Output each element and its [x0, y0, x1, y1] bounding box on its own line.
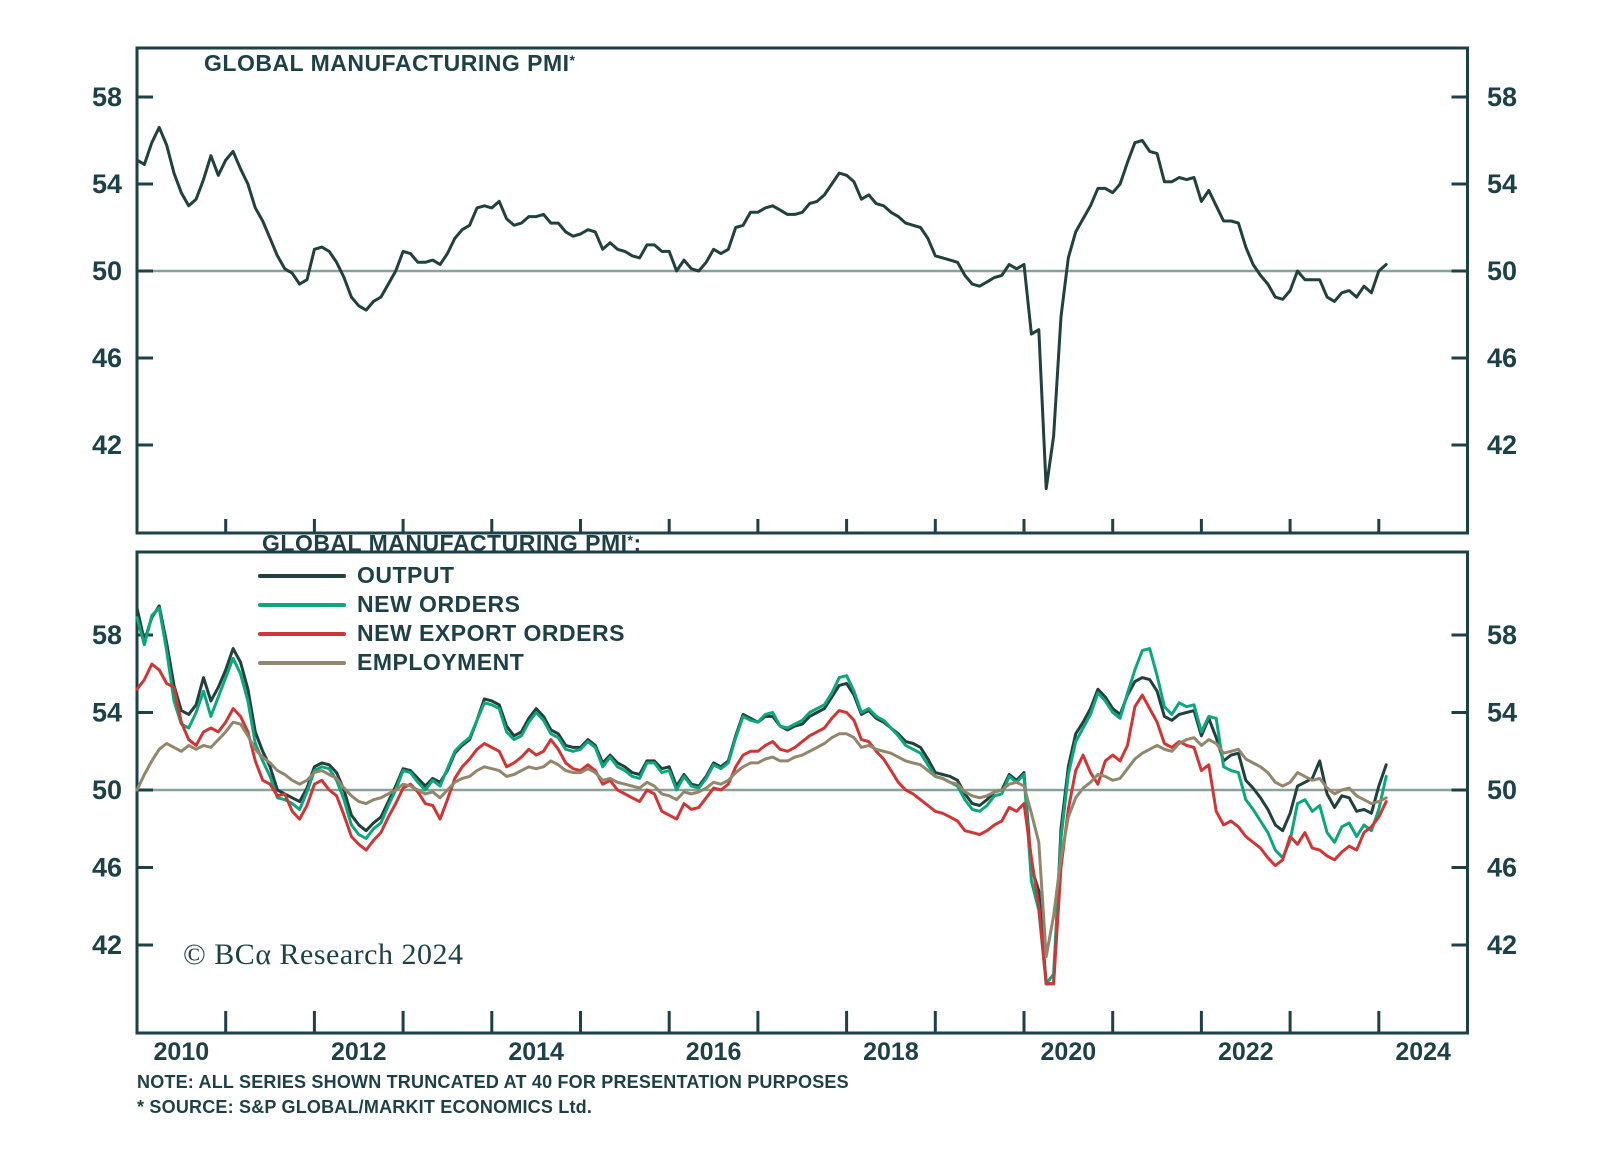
y-tick-label-left: 50	[92, 775, 122, 805]
x-axis-year-label: 2020	[1041, 1038, 1097, 1066]
x-axis-year-label: 2022	[1218, 1038, 1274, 1066]
top-panel-title: GLOBAL MANUFACTURING PMI*	[204, 50, 575, 77]
y-tick-label-left: 50	[92, 256, 122, 286]
series-line-new-orders	[135, 606, 1388, 986]
output-line-swatch	[258, 573, 346, 578]
legend-label-new-export-orders: NEW EXPORT ORDERS	[357, 620, 625, 646]
x-axis-year-label: 2012	[331, 1038, 387, 1066]
x-axis-year-label: 2014	[508, 1038, 564, 1066]
bca-research-copyright: © BCα Research 2024	[183, 938, 464, 971]
legend-title: GLOBAL MANUFACTURING PMI*:	[262, 530, 642, 557]
y-tick-label-left: 58	[92, 82, 122, 112]
legend-label-output: OUTPUT	[357, 562, 455, 588]
source-note: * SOURCE: S&P GLOBAL/MARKIT ECONOMICS Lt…	[137, 1096, 593, 1117]
new-export-orders-line-swatch	[258, 631, 346, 636]
series-line-global-manufacturing-pmi	[135, 125, 1388, 490]
footnotes: NOTE: ALL SERIES SHOWN TRUNCATED AT 40 F…	[137, 1070, 849, 1120]
y-tick-label-right: 46	[1487, 343, 1517, 373]
y-tick-label-right: 54	[1487, 169, 1517, 199]
y-tick-label-right: 46	[1487, 853, 1517, 883]
y-tick-label-left: 58	[92, 620, 122, 650]
series-line-new-export-orders	[135, 662, 1388, 986]
y-tick-label-right: 54	[1487, 698, 1517, 728]
truncation-note: NOTE: ALL SERIES SHOWN TRUNCATED AT 40 F…	[137, 1072, 849, 1092]
y-tick-label-left: 42	[92, 930, 122, 960]
x-axis-year-label: 2016	[686, 1038, 742, 1066]
y-tick-label-right: 50	[1487, 256, 1517, 286]
top-panel-title-text: GLOBAL MANUFACTURING PMI	[204, 50, 570, 76]
y-tick-label-left: 54	[92, 169, 122, 199]
legend-label-employment: EMPLOYMENT	[357, 649, 525, 675]
series-line-employment	[135, 720, 1388, 959]
y-tick-label-left: 54	[92, 698, 122, 728]
y-tick-label-right: 50	[1487, 775, 1517, 805]
y-tick-label-right: 42	[1487, 430, 1517, 460]
legend-asterisk: *	[627, 532, 634, 548]
x-axis-year-label: 2010	[154, 1038, 210, 1066]
legend-row-new-orders: NEW ORDERS	[258, 590, 642, 619]
new-orders-line-swatch	[258, 602, 346, 607]
x-axis-year-label: 2018	[863, 1038, 919, 1066]
legend-title-text: GLOBAL MANUFACTURING PMI	[262, 530, 628, 556]
y-tick-label-right: 42	[1487, 930, 1517, 960]
legend-colon: :	[633, 530, 642, 556]
employment-line-swatch	[258, 660, 346, 665]
title-asterisk: *	[569, 52, 576, 68]
bottom-panel-frame	[135, 550, 1469, 1035]
y-tick-label-left: 46	[92, 853, 122, 883]
top-panel-frame	[135, 46, 1469, 535]
x-axis-year-label: 2024	[1395, 1038, 1451, 1066]
bottom-panel-legend: GLOBAL MANUFACTURING PMI*: OUTPUT NEW OR…	[258, 530, 642, 677]
legend-row-new-export-orders: NEW EXPORT ORDERS	[258, 619, 642, 648]
y-tick-label-right: 58	[1487, 82, 1517, 112]
legend-label-new-orders: NEW ORDERS	[357, 591, 521, 617]
y-tick-label-right: 58	[1487, 620, 1517, 650]
y-tick-label-left: 42	[92, 430, 122, 460]
legend-row-employment: EMPLOYMENT	[258, 648, 642, 677]
y-tick-label-left: 46	[92, 343, 122, 373]
legend-row-output: OUTPUT	[258, 561, 642, 590]
